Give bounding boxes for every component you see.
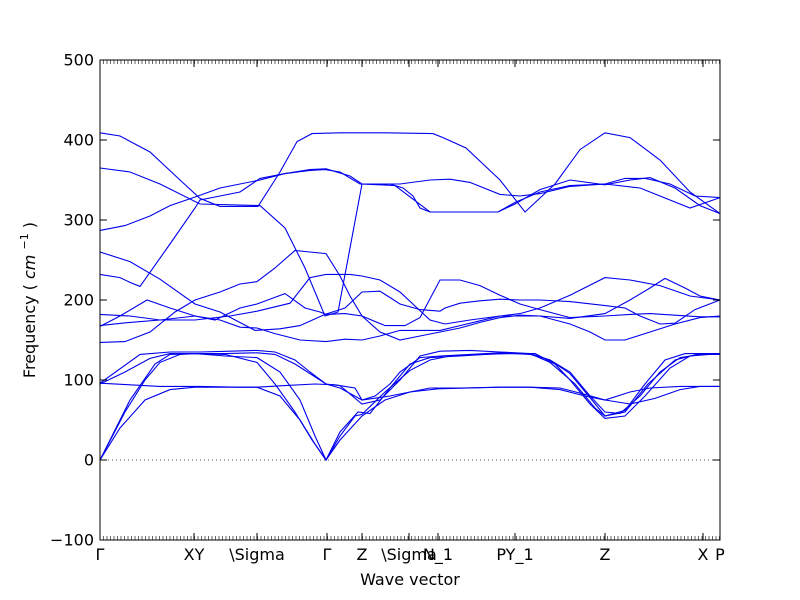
band-line-2 <box>99 167 721 317</box>
y-axis-ticks: −100 0 100 200 300 400 500 <box>50 51 720 550</box>
x-tick-label-9: X <box>698 545 709 564</box>
x-tick-label-0: Γ <box>96 545 105 564</box>
y-tick-label-2: 100 <box>63 371 94 390</box>
band-line-10 <box>99 352 720 415</box>
band-line-8 <box>99 249 721 343</box>
band-line-5 <box>99 169 721 288</box>
y-tick-label-6: 500 <box>63 51 94 70</box>
y-axis-label-unit-open: ( <box>20 284 39 290</box>
x-tick-label-4: Z <box>357 545 368 564</box>
y-tick-label-1: 0 <box>84 451 94 470</box>
band-line-9 <box>99 277 721 343</box>
y-tick-label-3: 200 <box>63 291 94 310</box>
band-line-4 <box>99 251 721 331</box>
x-tick-label-3: Γ <box>323 545 332 564</box>
y-axis-label-unit-exponent: −1 <box>18 233 31 249</box>
band-lines <box>99 132 721 462</box>
y-axis-label-unit-close: ) <box>20 222 39 228</box>
band-line-6 <box>99 273 721 325</box>
x-tick-label-8: Z <box>600 545 611 564</box>
y-tick-label-0: −100 <box>50 531 94 550</box>
y-tick-label-5: 400 <box>63 131 94 150</box>
x-tick-label-10: P <box>715 545 725 564</box>
band-line-13 <box>99 385 720 461</box>
x-axis-label: Wave vector <box>360 570 460 589</box>
band-line-14 <box>99 353 721 462</box>
y-tick-label-4: 300 <box>63 211 94 230</box>
band-line-7 <box>99 279 720 327</box>
band-line-15 <box>99 353 720 462</box>
band-line-3 <box>99 168 721 231</box>
y-axis-label-text: Frequency <box>20 295 39 378</box>
y-axis-label: Frequency ( cm −1 ) <box>13 222 39 378</box>
x-tick-label-2: \Sigma <box>229 545 285 564</box>
x-tick-label-1: XY <box>184 545 205 564</box>
band-line-1 <box>99 132 721 215</box>
band-line-11 <box>99 349 720 417</box>
x-tick-label-5: \Sigma <box>381 545 437 564</box>
x-tick-label-7: PY_1 <box>496 545 533 565</box>
x-tick-label-6: N_1 <box>423 545 453 565</box>
y-axis-label-unit: cm <box>20 255 39 279</box>
